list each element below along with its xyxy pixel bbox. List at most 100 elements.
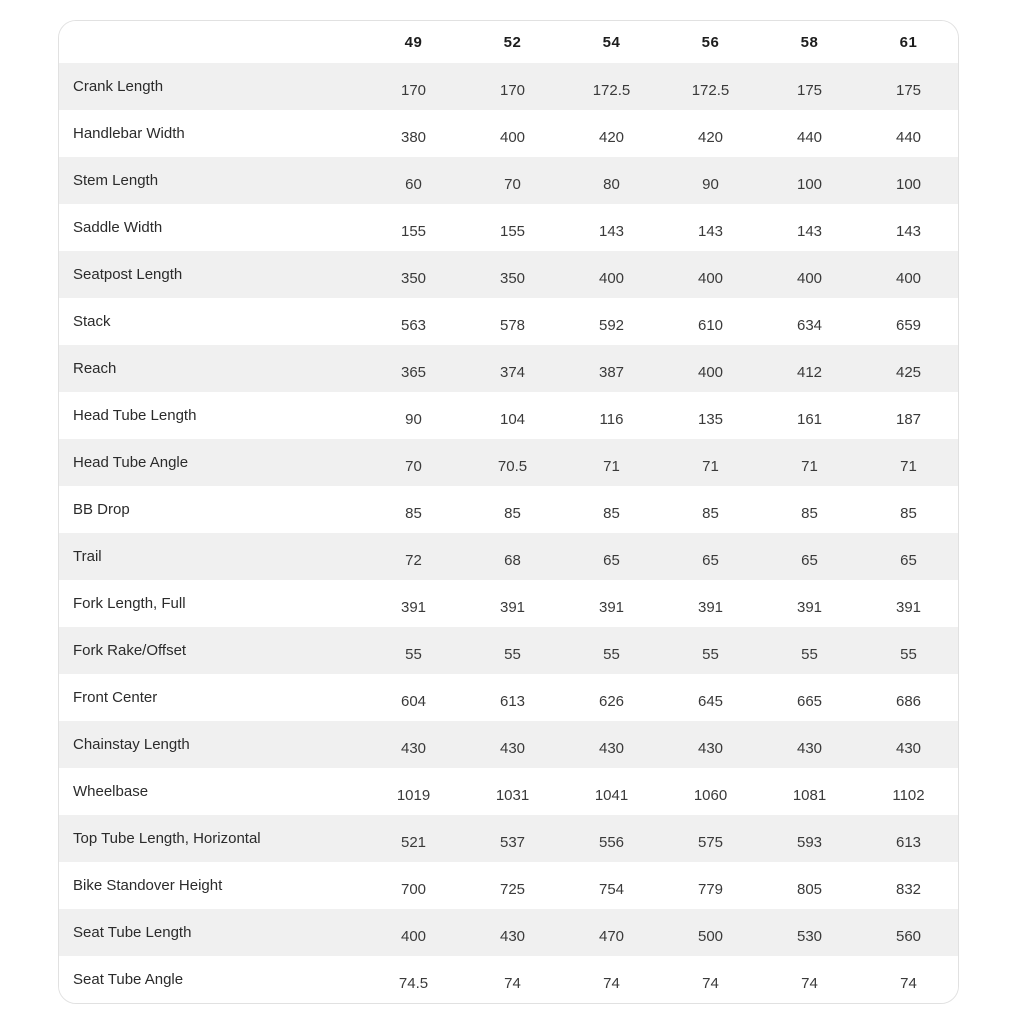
table-row: Crank Length 170 170 172.5 172.5 175 175 bbox=[59, 63, 958, 110]
table-row: Top Tube Length, Horizontal 521 537 556 … bbox=[59, 815, 958, 862]
row-label: Seat Tube Length bbox=[73, 924, 192, 941]
table-cell: 521 bbox=[400, 833, 427, 851]
table-cell: 100 bbox=[895, 175, 922, 193]
table-cell: 1060 bbox=[693, 786, 728, 804]
table-cell: 85 bbox=[702, 504, 719, 522]
table-row: Fork Rake/Offset 55 55 55 55 55 55 bbox=[59, 627, 958, 674]
table-cell: 135 bbox=[697, 410, 724, 428]
table-cell: 604 bbox=[400, 692, 427, 710]
table-cell: 700 bbox=[400, 880, 427, 898]
column-header-size: 54 bbox=[562, 21, 661, 63]
table-row: Fork Length, Full 391 391 391 391 391 39… bbox=[59, 580, 958, 627]
table-cell: 754 bbox=[598, 880, 625, 898]
table-cell: 74 bbox=[900, 974, 917, 992]
table-cell: 55 bbox=[900, 645, 917, 663]
table-cell: 85 bbox=[801, 504, 818, 522]
table-cell: 85 bbox=[603, 504, 620, 522]
table-row: Seat Tube Angle 74.5 74 74 74 74 74 bbox=[59, 956, 958, 1003]
table-cell: 530 bbox=[796, 927, 823, 945]
table-cell: 391 bbox=[400, 598, 427, 616]
table-cell: 556 bbox=[598, 833, 625, 851]
table-row: Reach 365 374 387 400 412 425 bbox=[59, 345, 958, 392]
table-cell: 55 bbox=[801, 645, 818, 663]
table-cell: 470 bbox=[598, 927, 625, 945]
column-header-size: 61 bbox=[859, 21, 958, 63]
table-cell: 55 bbox=[504, 645, 521, 663]
table-cell: 74 bbox=[702, 974, 719, 992]
table-cell: 400 bbox=[400, 927, 427, 945]
table-cell: 68 bbox=[504, 551, 521, 569]
row-label: Fork Rake/Offset bbox=[73, 642, 187, 659]
table-cell: 592 bbox=[598, 316, 625, 334]
geometry-table: 49 52 54 56 58 61 Crank Length 170 170 1… bbox=[59, 21, 958, 1003]
table-cell: 430 bbox=[499, 739, 526, 757]
table-cell: 55 bbox=[603, 645, 620, 663]
table-cell: 70.5 bbox=[497, 457, 528, 475]
table-cell: 60 bbox=[405, 175, 422, 193]
header-row: 49 52 54 56 58 61 bbox=[59, 21, 958, 63]
table-cell: 74 bbox=[801, 974, 818, 992]
row-label: Stack bbox=[73, 313, 111, 330]
table-cell: 175 bbox=[895, 81, 922, 99]
table-cell: 74 bbox=[603, 974, 620, 992]
table-cell: 70 bbox=[504, 175, 521, 193]
row-label: Seat Tube Angle bbox=[73, 971, 184, 988]
column-header-size: 58 bbox=[760, 21, 859, 63]
table-row: Seatpost Length 350 350 400 400 400 400 bbox=[59, 251, 958, 298]
table-cell: 634 bbox=[796, 316, 823, 334]
table-cell: 1081 bbox=[792, 786, 827, 804]
table-cell: 172.5 bbox=[592, 81, 631, 99]
table-cell: 430 bbox=[895, 739, 922, 757]
row-label: Handlebar Width bbox=[73, 125, 185, 142]
table-cell: 350 bbox=[499, 269, 526, 287]
table-cell: 412 bbox=[796, 363, 823, 381]
column-header-size: 52 bbox=[463, 21, 562, 63]
table-cell: 74.5 bbox=[398, 974, 429, 992]
table-row: Trail 72 68 65 65 65 65 bbox=[59, 533, 958, 580]
column-header-size: 49 bbox=[364, 21, 463, 63]
table-cell: 104 bbox=[499, 410, 526, 428]
table-cell: 626 bbox=[598, 692, 625, 710]
row-label: Fork Length, Full bbox=[73, 595, 186, 612]
table-cell: 430 bbox=[697, 739, 724, 757]
table-cell: 65 bbox=[603, 551, 620, 569]
table-cell: 143 bbox=[697, 222, 724, 240]
table-cell: 500 bbox=[697, 927, 724, 945]
table-row: Saddle Width 155 155 143 143 143 143 bbox=[59, 204, 958, 251]
geometry-table-card: 49 52 54 56 58 61 Crank Length 170 170 1… bbox=[58, 20, 959, 1004]
table-cell: 537 bbox=[499, 833, 526, 851]
table-cell: 65 bbox=[801, 551, 818, 569]
table-cell: 172.5 bbox=[691, 81, 730, 99]
table-row: Front Center 604 613 626 645 665 686 bbox=[59, 674, 958, 721]
table-cell: 387 bbox=[598, 363, 625, 381]
table-cell: 400 bbox=[598, 269, 625, 287]
table-row: Head Tube Angle 70 70.5 71 71 71 71 bbox=[59, 439, 958, 486]
table-cell: 391 bbox=[895, 598, 922, 616]
table-cell: 65 bbox=[702, 551, 719, 569]
table-cell: 85 bbox=[405, 504, 422, 522]
table-cell: 70 bbox=[405, 457, 422, 475]
table-cell: 143 bbox=[895, 222, 922, 240]
table-cell: 100 bbox=[796, 175, 823, 193]
table-cell: 71 bbox=[900, 457, 917, 475]
table-cell: 420 bbox=[697, 128, 724, 146]
table-cell: 400 bbox=[499, 128, 526, 146]
table-row: Bike Standover Height 700 725 754 779 80… bbox=[59, 862, 958, 909]
table-cell: 187 bbox=[895, 410, 922, 428]
table-cell: 380 bbox=[400, 128, 427, 146]
row-label: Trail bbox=[73, 548, 102, 565]
table-cell: 832 bbox=[895, 880, 922, 898]
row-label: Reach bbox=[73, 360, 117, 377]
table-cell: 155 bbox=[499, 222, 526, 240]
table-cell: 613 bbox=[499, 692, 526, 710]
row-label: Top Tube Length, Horizontal bbox=[73, 830, 261, 847]
corner-cell bbox=[59, 21, 364, 63]
table-cell: 175 bbox=[796, 81, 823, 99]
table-cell: 80 bbox=[603, 175, 620, 193]
table-cell: 391 bbox=[796, 598, 823, 616]
table-cell: 350 bbox=[400, 269, 427, 287]
table-cell: 430 bbox=[598, 739, 625, 757]
table-row: Stack 563 578 592 610 634 659 bbox=[59, 298, 958, 345]
table-cell: 725 bbox=[499, 880, 526, 898]
